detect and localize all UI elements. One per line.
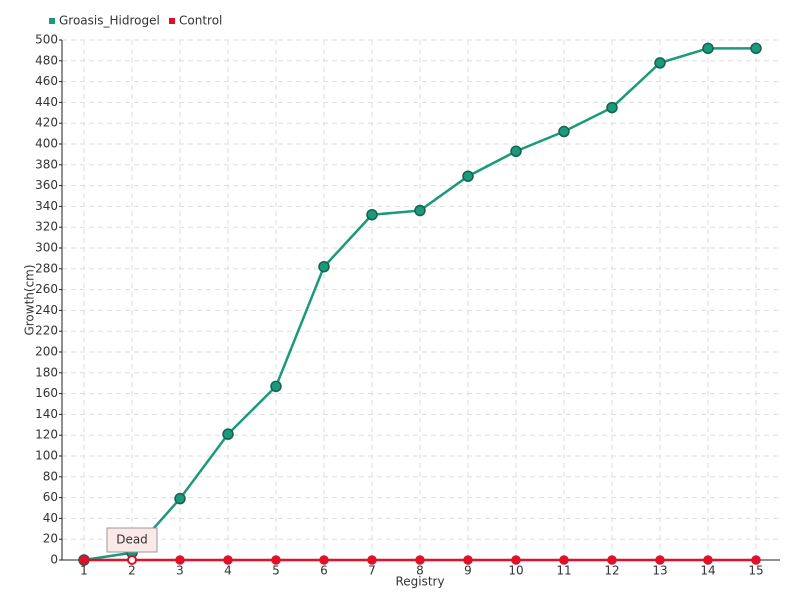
x-tick-label: 6: [320, 564, 328, 578]
x-tick-label: 7: [368, 564, 376, 578]
point: [750, 42, 762, 55]
point: [559, 555, 569, 565]
y-tick-label: 160: [35, 386, 58, 400]
y-tick-label: 200: [35, 345, 58, 359]
x-tick-label: 5: [272, 564, 280, 578]
point: [223, 555, 233, 565]
x-tick-label: 11: [556, 564, 571, 578]
y-tick-label: 480: [35, 53, 58, 67]
point: [558, 125, 570, 138]
point: [367, 555, 377, 565]
x-tick-label: 9: [464, 564, 472, 578]
point: [127, 555, 137, 565]
y-tick-label: 400: [35, 137, 58, 151]
point: [366, 208, 378, 221]
point: [271, 555, 281, 565]
point: [319, 555, 329, 565]
y-tick-label: 420: [35, 116, 58, 130]
y-tick-label: 280: [35, 261, 58, 275]
y-tick-label: 0: [50, 553, 58, 567]
point: [511, 555, 521, 565]
y-tick-label: 500: [35, 33, 58, 47]
point: [174, 492, 186, 505]
annotation: Dead: [116, 533, 148, 547]
y-tick-label: 260: [35, 282, 58, 296]
x-tick-label: 3: [176, 564, 184, 578]
y-tick-label: 300: [35, 241, 58, 255]
y-tick-label: 20: [43, 532, 58, 546]
y-tick-label: 240: [35, 303, 58, 317]
y-axis-title: Growth(cm): [23, 264, 37, 335]
annotation-box: [106, 527, 158, 553]
point: [654, 57, 666, 69]
x-tick-label: 15: [748, 564, 763, 578]
x-tick-label: 14: [700, 564, 715, 578]
x-tick-label: 8: [416, 564, 424, 578]
y-tick-label: 80: [43, 469, 58, 483]
point: [415, 555, 425, 565]
point: [606, 101, 618, 114]
x-tick-label: 12: [604, 564, 619, 578]
x-tick-label: 13: [652, 564, 667, 578]
point: [318, 260, 330, 273]
y-tick-label: 460: [35, 74, 58, 88]
y-tick-label: 140: [35, 407, 58, 421]
legend-swatch: [169, 18, 175, 24]
point: [79, 555, 89, 565]
x-tick-label: 10: [508, 564, 523, 578]
point: [270, 380, 282, 393]
point: [414, 204, 426, 217]
x-tick-label: 1: [80, 564, 88, 578]
x-axis-title: Registry: [395, 575, 444, 589]
legend-label: Groasis_Hidrogel: [59, 14, 160, 28]
y-tick-label: 180: [35, 365, 58, 379]
y-tick-label: 120: [35, 428, 58, 442]
point: [607, 555, 617, 565]
point: [462, 170, 474, 182]
point: [703, 555, 713, 565]
y-tick-label: 380: [35, 157, 58, 171]
y-tick-label: 40: [43, 511, 58, 525]
x-tick-label: 4: [224, 564, 232, 578]
y-tick-label: 360: [35, 178, 58, 192]
y-tick-label: 340: [35, 199, 58, 213]
y-tick-label: 440: [35, 95, 58, 109]
y-tick-label: 60: [43, 490, 58, 504]
point: [222, 428, 234, 440]
point: [510, 145, 522, 158]
point: [463, 555, 473, 565]
point: [751, 555, 761, 565]
y-tick-label: 320: [35, 220, 58, 234]
y-tick-label: 220: [35, 324, 58, 338]
point: [702, 42, 714, 55]
x-tick-label: 2: [128, 564, 136, 578]
y-tick-label: 100: [35, 449, 58, 463]
point: [175, 555, 185, 565]
point: [655, 555, 665, 565]
legend-label: Control: [179, 14, 222, 28]
legend-swatch: [49, 18, 55, 24]
